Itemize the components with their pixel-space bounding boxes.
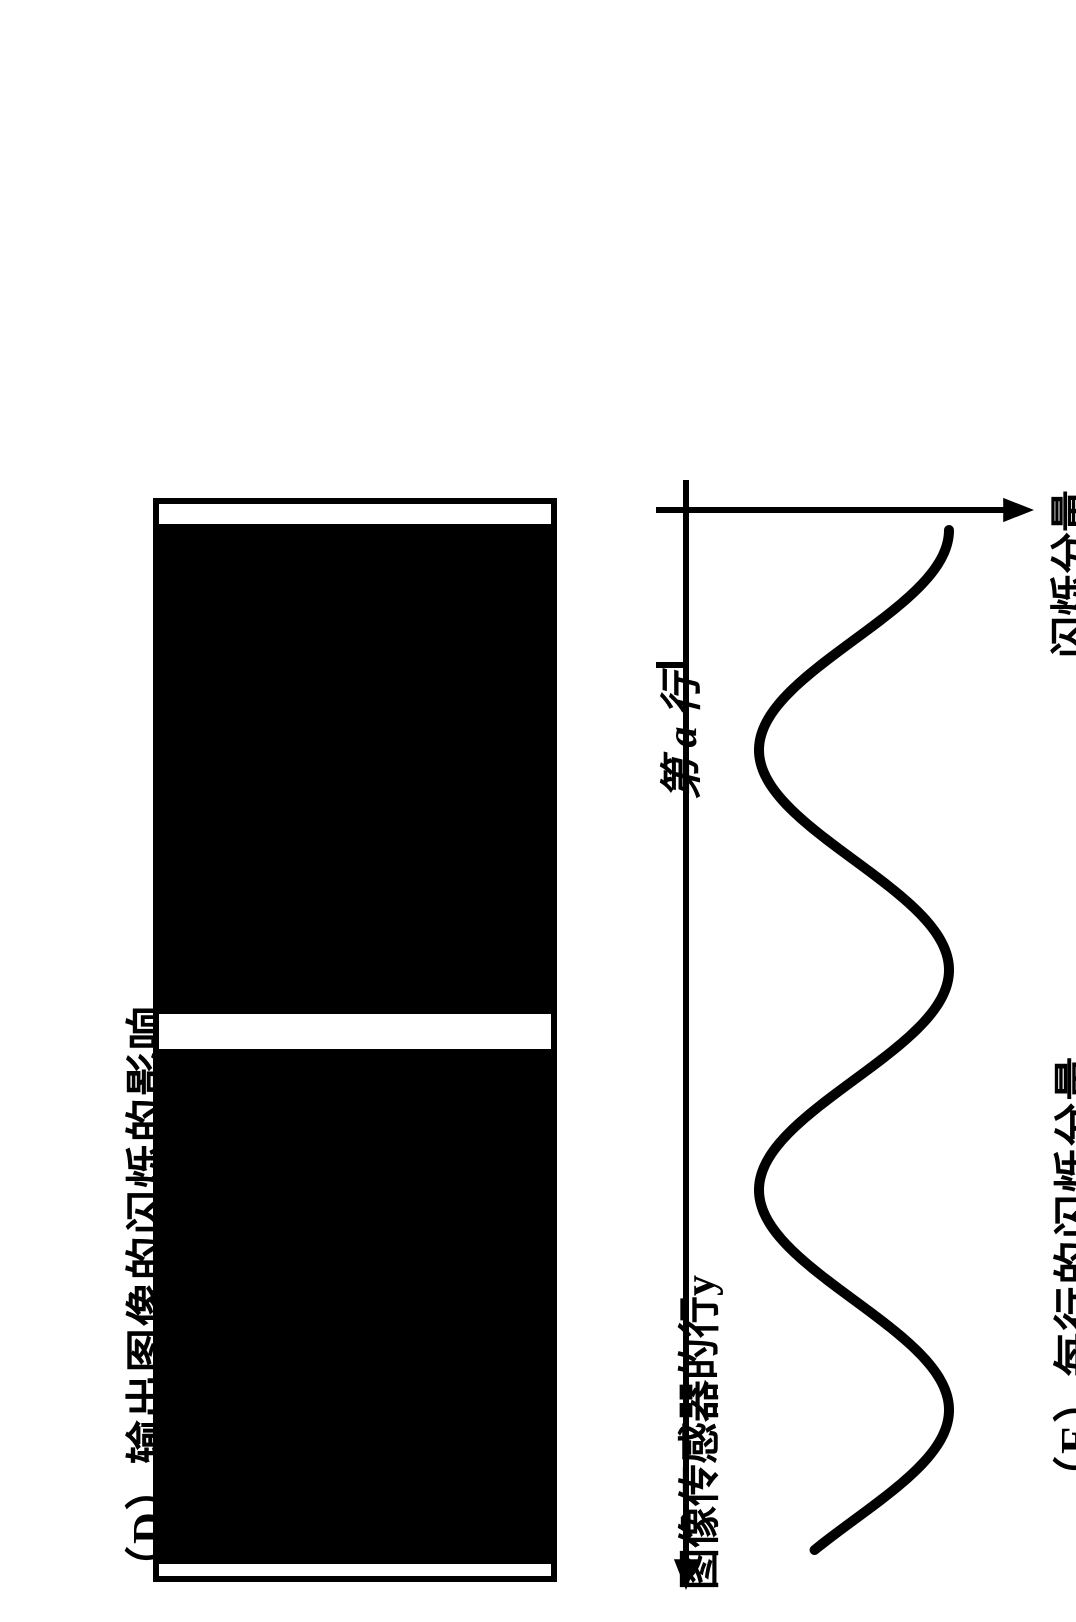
x-axis-label: 闪烁分量 xyxy=(1038,490,1076,658)
row-a-label: 第 a 行 xyxy=(648,674,709,800)
panel-e-title: （E）每行的闪烁分量 xyxy=(1040,1055,1076,1500)
y-axis-label: 图像传感器的行y xyxy=(666,1275,727,1590)
dark-band-1 xyxy=(159,524,551,1014)
panel-d-image xyxy=(153,498,557,1582)
dark-band-2 xyxy=(159,1049,551,1564)
